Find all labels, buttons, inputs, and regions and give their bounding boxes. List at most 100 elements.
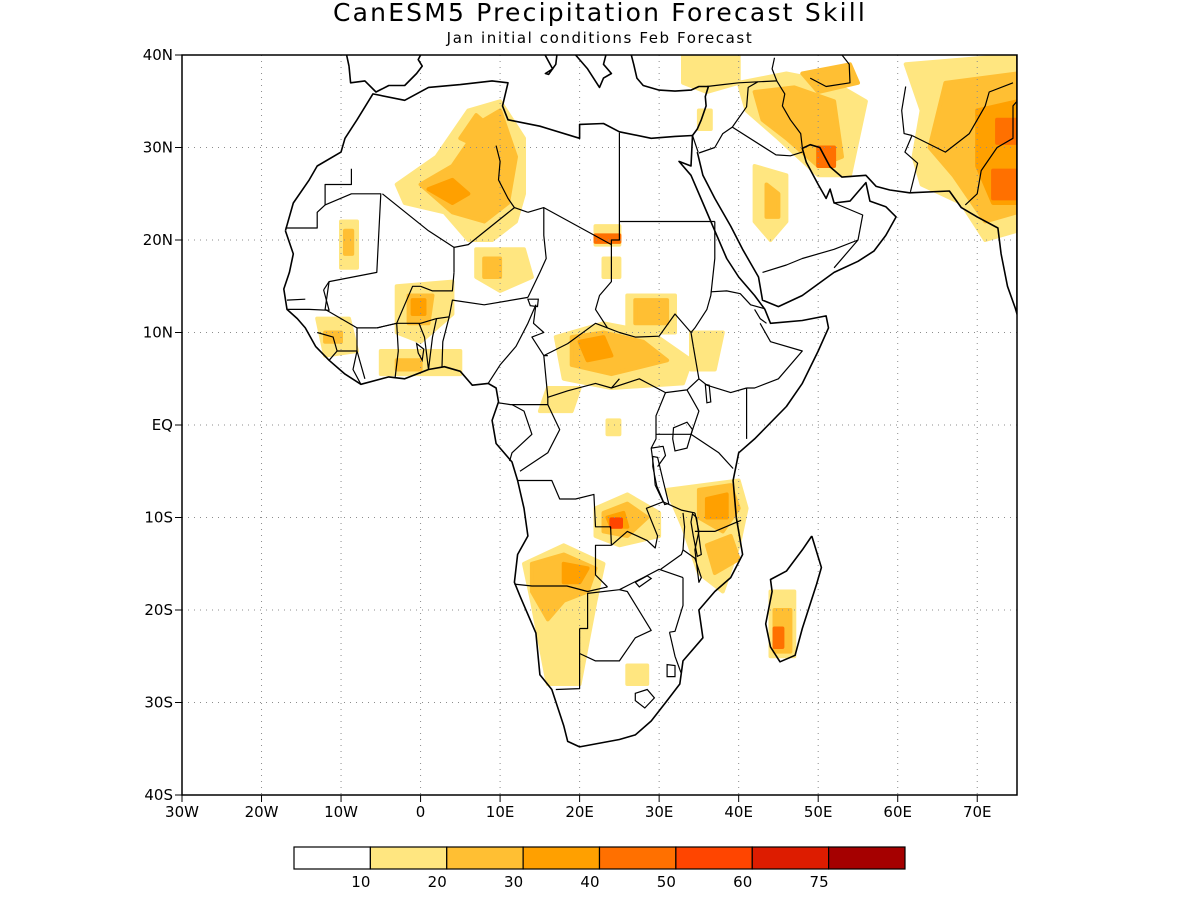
lat-label: EQ [152,416,173,434]
border-iraq-syria [731,81,759,128]
border-niger-chad [527,207,547,298]
border-ic-ghana [376,322,399,378]
skill-region-sudan-south [633,298,670,326]
lon-label: 20W [245,803,279,821]
lat-label: 30S [144,694,173,712]
lon-label: 30W [165,803,199,821]
skill-region-arabia [764,182,781,219]
border-angola-namibia [514,583,608,593]
border-afghan-pak [911,82,1014,153]
skill-region-sudan-north [593,233,622,244]
border-car-drc [543,355,620,398]
border-turkey-syria [706,80,777,88]
skill-region-sahara-west [426,177,471,205]
lon-label: 10E [486,803,515,821]
border-caprivi [579,589,620,630]
legend-label: 50 [657,873,676,891]
border-nigeria-cameroon [487,304,537,384]
skill-region-india-north [991,168,1017,201]
legend-swatch [369,846,448,870]
border-saudi-jordan [698,126,733,154]
lat-label: 20N [143,231,173,249]
border-togo-benin [427,318,438,370]
border-bf-ghana [396,316,450,324]
lake-volta [415,342,425,363]
skill-region-east-med [696,108,713,131]
skill-shading-layer [315,55,1017,686]
border-saudi-iraq [731,126,803,157]
lon-label: 20E [565,803,594,821]
legend-swatch [598,846,677,870]
border-botswana-sa [579,589,652,662]
color-legend: 10 20 30 40 50 60 75 [293,846,906,891]
skill-region-zambia-drc [609,517,623,529]
border-kenya-tanzania [690,433,734,469]
lat-label: 10S [144,509,173,527]
border-cameroon-south [498,397,549,406]
legend-label: 40 [580,873,599,891]
border-liberia [337,350,362,385]
legend-swatch [522,846,601,870]
skill-region-algeria-north [458,113,495,150]
coastline-greece-turkey [574,55,710,136]
lake-turkana [704,383,712,404]
border-chad-car [543,322,608,357]
country-outlines [282,55,1017,748]
border-namibia-botswana [555,628,581,691]
legend-swatch [751,846,830,870]
legend-swatch [293,846,371,870]
lake-victoria [672,421,694,452]
skill-region-mauritania [343,228,355,256]
lake-tanganyika [652,455,670,506]
longitude-labels: 30W 20W 10W 0 10E 20E 30E 40E 50E 60E 70E [165,795,992,821]
border-sa-moz [668,632,682,675]
skill-region-turkey-east [681,55,741,94]
skill-region-ethiopia [689,330,725,372]
border-ivory-coast [356,327,366,379]
border-tanzania-moz [694,519,742,533]
border-pak-india [964,100,1017,206]
lat-label: 10N [143,324,173,342]
border-gabon-congo [509,404,533,462]
map-frame [181,54,1018,796]
coastline-africa [282,80,830,748]
border-drc-zambia [611,501,664,549]
border-iran-pakistan [904,135,919,193]
border-angola-zambia [594,544,612,588]
border-zambia-moz [660,549,684,570]
skill-region-sahel-west [410,298,427,316]
gridlines [182,55,1017,795]
eswatini [666,663,676,678]
border-niger-nigeria [448,296,529,317]
border-mauritania-mali [323,193,382,291]
border-guinea-sl [317,331,338,361]
lat-label: 30N [143,139,173,157]
border-congo-drc [519,404,561,472]
legend-label: 20 [428,873,447,891]
legend-label: 10 [351,873,370,891]
border-chad-sudan [594,244,613,329]
lon-label: 10W [324,803,358,821]
border-mali-niger [420,272,455,292]
map-title: CanESM5 Precipitation Forecast Skill [332,0,868,27]
lon-label: 30E [645,803,674,821]
skill-region-india-north [995,117,1017,145]
border-djibouti-somalia [754,309,767,324]
skill-region-mozambique [704,534,741,575]
border-caspian [809,55,851,88]
lake-malawi [690,512,702,558]
latitude-labels: 40N 30N 20N 10N EQ 10S 20S 30S 40S [143,46,182,804]
border-uganda-kenya [686,389,700,435]
border-ethiopia-somalia [746,323,803,389]
border-algeria-niger [453,207,529,248]
skill-region-congo-north [537,386,582,414]
border-senegal [287,289,330,311]
skill-region-madagascar [772,626,785,649]
border-zimbabwe-zambia [619,568,684,591]
border-zimbabwe-moz [669,577,684,633]
border-iraq-iran [771,57,803,148]
border-sudan-ethiopia [690,221,716,333]
border-saudi-yemen [762,239,859,273]
legend-swatch [828,846,906,870]
